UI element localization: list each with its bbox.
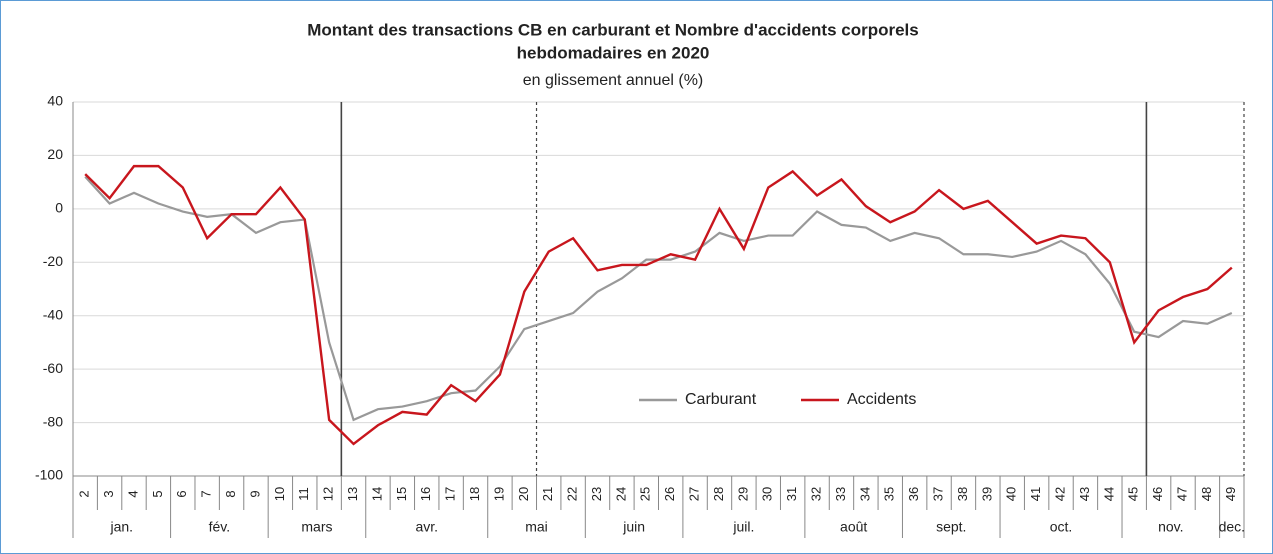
x-tick-label: 48 [1199,487,1214,501]
x-tick-label: 31 [784,487,799,501]
x-tick-label: 17 [443,487,458,501]
chart-subtitle: en glissement annuel (%) [523,72,704,89]
y-tick-label: -80 [43,413,63,429]
x-tick-label: 11 [296,487,311,501]
month-label: mai [525,519,548,535]
month-label: août [840,519,867,535]
x-tick-label: 12 [321,487,336,501]
x-tick-label: 38 [955,487,970,501]
y-tick-label: -40 [43,306,63,322]
month-label: juil. [732,519,754,535]
x-tick-label: 24 [613,487,628,501]
x-tick-label: 3 [101,490,116,497]
chart-title: hebdomadaires en 2020 [517,43,710,62]
x-tick-label: 37 [930,487,945,501]
x-tick-label: 39 [979,487,994,501]
x-tick-label: 32 [809,487,824,501]
x-tick-label: 34 [857,487,872,501]
x-tick-label: 20 [516,487,531,501]
x-tick-label: 19 [491,487,506,501]
x-tick-label: 25 [638,487,653,501]
x-tick-label: 9 [247,490,262,497]
month-label: jan. [110,519,134,535]
series-line [84,164,1233,446]
x-tick-label: 14 [369,487,384,501]
x-tick-label: 33 [833,487,848,501]
y-tick-label: -60 [43,360,63,376]
month-label: oct. [1050,519,1073,535]
x-tick-label: 47 [1174,487,1189,501]
x-tick-label: 27 [687,487,702,501]
x-tick-label: 43 [1077,487,1092,501]
month-label: mars [301,519,332,535]
x-tick-label: 29 [735,487,750,501]
x-tick-label: 49 [1223,487,1238,501]
month-label: dec. [1219,519,1245,535]
x-tick-label: 30 [760,487,775,501]
month-label: sept. [936,519,966,535]
x-tick-label: 15 [394,487,409,501]
x-tick-label: 6 [174,490,189,497]
month-label: juin [622,519,645,535]
x-tick-label: 44 [1101,487,1116,501]
x-tick-label: 10 [272,487,287,501]
y-tick-label: 0 [55,200,63,216]
x-tick-label: 4 [125,490,140,497]
x-tick-label: 45 [1126,487,1141,501]
chart-title: Montant des transactions CB en carburant… [307,20,918,39]
x-tick-label: 36 [906,487,921,501]
x-tick-label: 22 [565,487,580,501]
x-tick-label: 41 [1028,487,1043,501]
x-tick-label: 18 [467,487,482,501]
legend-label: Accidents [847,391,916,408]
x-tick-label: 23 [589,487,604,501]
legend-label: Carburant [685,391,757,408]
x-tick-label: 46 [1150,487,1165,501]
x-tick-label: 26 [662,487,677,501]
y-tick-label: 20 [47,146,63,162]
y-tick-label: -100 [35,467,63,483]
x-tick-label: 5 [150,490,165,497]
x-tick-label: 16 [418,487,433,501]
y-tick-label: 40 [47,93,63,109]
x-tick-label: 21 [540,487,555,501]
y-tick-label: -20 [43,253,63,269]
month-label: nov. [1158,519,1183,535]
month-label: fév. [209,519,231,535]
x-tick-label: 35 [882,487,897,501]
month-label: avr. [415,519,438,535]
x-tick-label: 8 [223,490,238,497]
x-tick-label: 13 [345,487,360,501]
x-tick-label: 42 [1052,487,1067,501]
x-tick-label: 40 [1004,487,1019,501]
x-tick-label: 7 [199,490,214,497]
x-tick-label: 2 [77,490,92,497]
x-tick-label: 28 [711,487,726,501]
